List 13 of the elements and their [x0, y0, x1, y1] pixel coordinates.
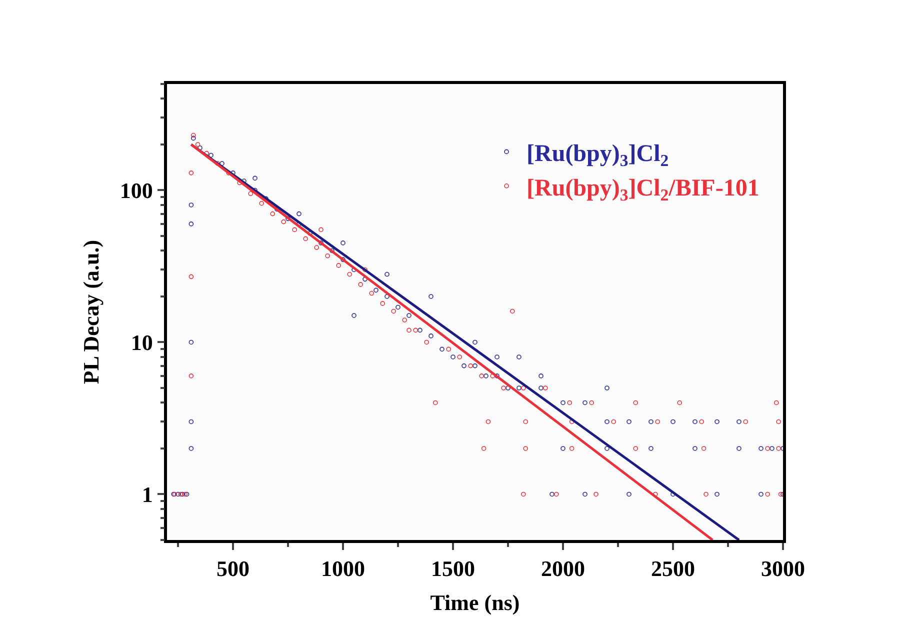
y-tick-label: 100	[120, 178, 153, 203]
x-tick-label: 1500	[431, 556, 475, 582]
y-tick-label: 10	[130, 330, 153, 355]
x-tick-label: 1000	[321, 556, 365, 582]
x-tick-label: 500	[216, 556, 250, 582]
x-tick-label: 2000	[541, 556, 585, 582]
x-tick-label: 3000	[761, 556, 805, 582]
x-tick-label: 2500	[651, 556, 695, 582]
y-axis-title: PL Decay (a.u.)	[78, 240, 104, 384]
x-axis-title: Time (ns)	[430, 590, 520, 616]
y-tick-label: 1	[142, 482, 153, 507]
legend-label: [Ru(bpy)$_{3}$]Cl$_{2}$	[526, 141, 669, 170]
legend-label: [Ru(bpy)$_{3}$]Cl$_{2}$/BIF-101	[526, 175, 760, 204]
